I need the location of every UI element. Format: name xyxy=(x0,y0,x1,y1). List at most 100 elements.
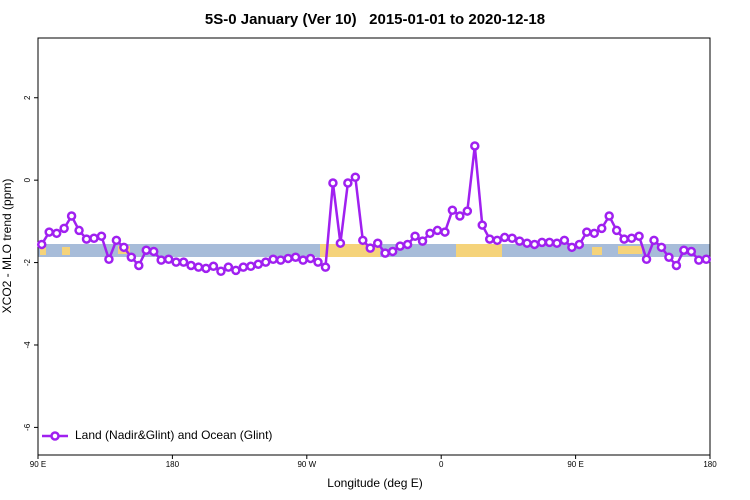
point xyxy=(89,233,99,244)
x-tick-label: 90 E xyxy=(567,460,583,469)
point xyxy=(694,255,704,265)
x-tick-label: 90 W xyxy=(297,460,316,469)
point xyxy=(59,223,69,234)
point xyxy=(350,172,361,183)
point xyxy=(664,252,674,262)
point xyxy=(51,228,62,239)
point xyxy=(455,211,465,221)
x-tick-label: 0 xyxy=(439,460,444,469)
point xyxy=(372,238,383,248)
point xyxy=(492,235,502,246)
point xyxy=(171,257,181,267)
point xyxy=(626,233,637,244)
point xyxy=(246,261,256,272)
point xyxy=(343,178,353,188)
point xyxy=(81,234,92,244)
point xyxy=(470,141,480,151)
point xyxy=(163,254,174,265)
point xyxy=(544,237,555,248)
point xyxy=(417,236,428,246)
point xyxy=(298,255,308,265)
y-tick-label: -4 xyxy=(23,341,32,349)
point xyxy=(260,257,271,267)
point xyxy=(432,225,443,236)
point xyxy=(604,211,614,221)
point xyxy=(477,220,488,230)
point xyxy=(552,238,562,248)
point xyxy=(507,233,517,244)
point xyxy=(119,242,129,253)
point xyxy=(410,231,420,241)
y-tick-label: 2 xyxy=(23,95,32,100)
point xyxy=(529,239,540,250)
point xyxy=(134,260,144,271)
point xyxy=(611,225,622,236)
point xyxy=(148,246,159,257)
point xyxy=(402,239,413,250)
point xyxy=(126,252,137,262)
point xyxy=(559,235,570,246)
point xyxy=(619,234,629,244)
point xyxy=(574,239,585,250)
point xyxy=(231,265,241,276)
x-tick-label: 180 xyxy=(166,460,180,469)
point xyxy=(380,248,390,258)
point xyxy=(358,235,368,246)
point xyxy=(589,228,600,239)
point xyxy=(365,243,376,253)
point xyxy=(484,234,495,244)
point xyxy=(223,262,234,272)
y-tick-label: -6 xyxy=(23,423,32,431)
point xyxy=(305,253,316,264)
point xyxy=(634,231,644,241)
x-tick-label: 90 E xyxy=(30,460,46,469)
point xyxy=(671,260,682,271)
point xyxy=(216,266,226,276)
point xyxy=(238,262,249,272)
point xyxy=(425,228,435,239)
point xyxy=(320,262,331,272)
point xyxy=(283,253,293,264)
point xyxy=(96,231,107,241)
point xyxy=(186,260,196,271)
point xyxy=(567,242,577,253)
point xyxy=(193,262,204,272)
point xyxy=(537,237,547,248)
point xyxy=(387,246,398,257)
point xyxy=(582,227,592,237)
point xyxy=(328,178,338,188)
chart-title: 5S-0 January (Ver 10) 2015-01-01 to 2020… xyxy=(205,11,545,28)
point xyxy=(201,263,211,274)
legend-label: Land (Nadir&Glint) and Ocean (Glint) xyxy=(75,428,272,442)
point xyxy=(275,255,286,265)
x-axis-label: Longitude (deg E) xyxy=(327,476,422,490)
point xyxy=(335,238,346,248)
point xyxy=(111,235,122,246)
point xyxy=(395,241,405,251)
y-tick-label: -2 xyxy=(23,258,32,266)
point xyxy=(701,254,712,265)
point xyxy=(253,259,264,269)
point xyxy=(36,239,47,250)
point xyxy=(499,232,510,243)
point xyxy=(268,254,278,265)
point xyxy=(440,227,450,237)
point xyxy=(156,255,166,265)
point xyxy=(679,245,689,255)
point xyxy=(66,211,77,221)
point xyxy=(313,257,323,267)
y-tick-label: 0 xyxy=(23,177,32,182)
point xyxy=(656,242,667,253)
point xyxy=(649,235,659,246)
point xyxy=(596,223,607,234)
point xyxy=(641,254,652,265)
point xyxy=(208,261,219,272)
point xyxy=(462,206,473,216)
point xyxy=(447,205,458,215)
point xyxy=(522,238,532,248)
point xyxy=(74,225,84,236)
point xyxy=(104,254,114,265)
point xyxy=(514,236,525,246)
